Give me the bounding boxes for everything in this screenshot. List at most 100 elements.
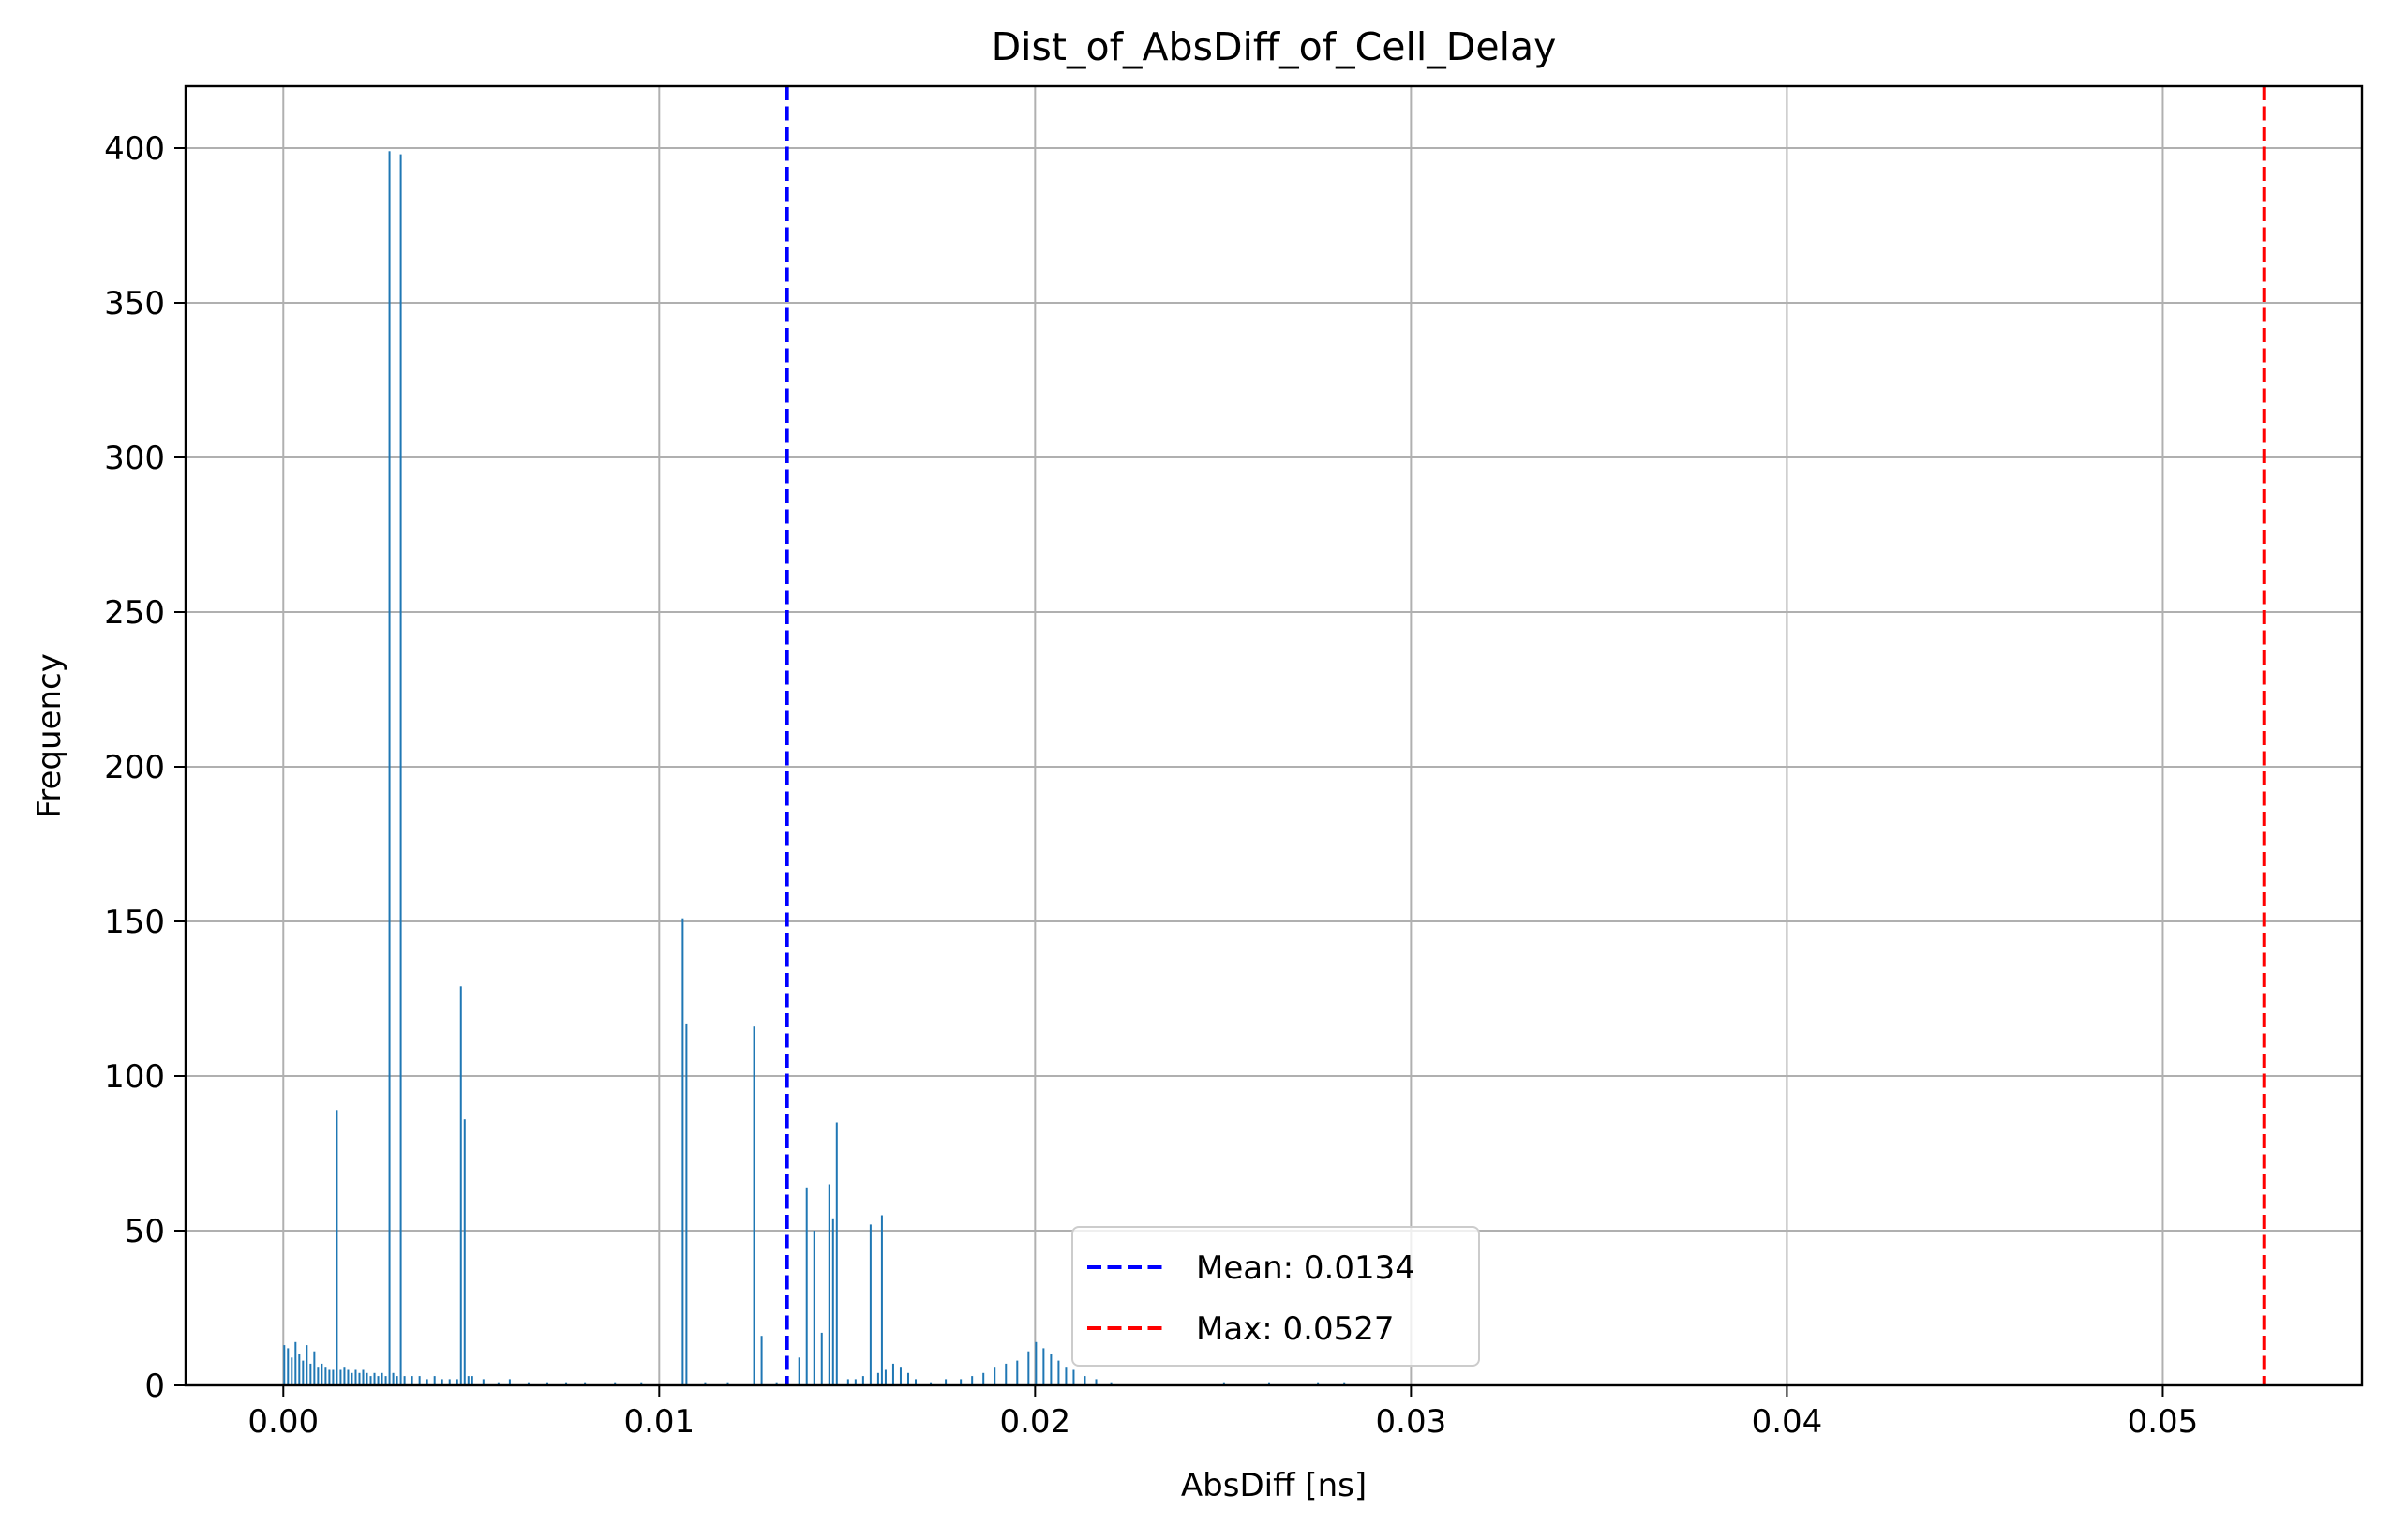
x-tick-label: 0.02 [999, 1403, 1070, 1441]
histogram-bar [384, 1376, 387, 1385]
x-tick-label: 0.04 [1752, 1403, 1823, 1441]
histogram-bar [411, 1376, 413, 1385]
histogram-bar [426, 1379, 428, 1385]
histogram-bar [994, 1367, 996, 1385]
histogram-bar [831, 1218, 834, 1385]
legend: Mean: 0.0134 Max: 0.0527 [1071, 1226, 1480, 1367]
histogram-bar [471, 1376, 473, 1385]
histogram-bar [1035, 1341, 1038, 1385]
y-tick-label: 250 [104, 594, 165, 632]
histogram-bar [681, 918, 684, 1385]
histogram-bar [835, 1122, 838, 1385]
histogram-bar [366, 1372, 368, 1385]
histogram-bar [482, 1379, 485, 1385]
histogram-bar [846, 1379, 849, 1385]
histogram-bar [351, 1372, 353, 1385]
y-axis-label: Frequency [31, 653, 68, 818]
axis-ticks: 0.00 0.01 0.02 0.03 0.04 0.05 0 50 100 150 200 250 3… [104, 130, 2198, 1441]
histogram-bar [614, 1382, 617, 1385]
histogram-bar [906, 1372, 909, 1385]
histogram-bar [332, 1369, 335, 1385]
histogram-bar [347, 1369, 350, 1385]
reference-lines [785, 86, 2266, 1385]
y-tick-label: 300 [104, 440, 165, 477]
legend-entry-label: Max: 0.0527 [1196, 1310, 1395, 1348]
plot-area-frame [184, 84, 2364, 1387]
histogram-bar [1042, 1348, 1045, 1385]
histogram-bar [546, 1382, 548, 1385]
histogram-bar [463, 1119, 466, 1385]
histogram-bar [1065, 1367, 1068, 1385]
histogram-bar [891, 1363, 894, 1385]
histogram-bar [328, 1369, 331, 1385]
histogram-bar [1027, 1351, 1030, 1385]
histogram-bar [339, 1369, 342, 1385]
histogram-bar [820, 1332, 823, 1385]
histogram-bar [508, 1379, 511, 1385]
histogram-bar [298, 1354, 301, 1385]
histogram-bars [283, 151, 1346, 1386]
histogram-bar [861, 1376, 864, 1385]
chart-title: Dist_of_AbsDiff_of_Cell_Delay [992, 24, 1557, 69]
x-tick-label: 0.03 [1376, 1403, 1447, 1441]
histogram-bar [459, 986, 462, 1385]
histogram-bar [343, 1367, 346, 1385]
histogram-bar [760, 1336, 763, 1385]
histogram-bar [1095, 1379, 1098, 1385]
histogram-bar [302, 1360, 305, 1385]
histogram-bar [313, 1351, 316, 1385]
histogram-bar [392, 1372, 395, 1385]
y-tick-label: 150 [104, 904, 165, 941]
histogram-bar [294, 1341, 297, 1385]
histogram-bar [399, 154, 402, 1386]
histogram-bar [1317, 1382, 1320, 1385]
histogram-bar [291, 1357, 293, 1385]
legend-entry-label: Mean: 0.0134 [1196, 1249, 1415, 1287]
histogram-bar [960, 1379, 963, 1385]
x-tick-label: 0.00 [247, 1403, 319, 1441]
histogram-bar [306, 1345, 308, 1385]
histogram-bar [448, 1379, 451, 1385]
histogram-bar [726, 1382, 729, 1385]
histogram-bar [1016, 1360, 1019, 1385]
histogram-bar [565, 1382, 568, 1385]
histogram-bar [527, 1382, 530, 1385]
histogram-bar [798, 1357, 800, 1385]
histogram-bar [685, 1023, 688, 1385]
histogram-bar [362, 1369, 365, 1385]
histogram-bar [283, 1345, 286, 1385]
histogram-bar [467, 1376, 470, 1385]
histogram-bar [456, 1379, 458, 1385]
histogram-bar [309, 1363, 312, 1385]
histogram-bar [418, 1376, 421, 1385]
histogram-bar [805, 1187, 808, 1385]
y-tick-label: 400 [104, 130, 165, 168]
histogram-bar [336, 1110, 338, 1385]
histogram-bar [880, 1215, 883, 1385]
histogram-bar [317, 1367, 320, 1385]
histogram-bar [441, 1379, 443, 1385]
histogram-bar [433, 1376, 436, 1385]
histogram-bar [324, 1367, 327, 1385]
histogram-bar [1343, 1382, 1346, 1385]
histogram-bar [369, 1376, 372, 1385]
histogram-bar [1084, 1376, 1086, 1385]
histogram-bar [884, 1369, 887, 1385]
histogram-bar [1267, 1382, 1270, 1385]
x-tick-label: 0.05 [2128, 1403, 2199, 1441]
histogram-bar [287, 1348, 290, 1385]
histogram-bar [982, 1372, 985, 1385]
y-tick-label: 50 [125, 1213, 165, 1250]
histogram-bar [775, 1382, 778, 1385]
histogram-bar [321, 1363, 323, 1385]
histogram-bar [1222, 1382, 1225, 1385]
histogram-bar [828, 1184, 830, 1385]
histogram-bar [813, 1231, 815, 1385]
histogram-bar [403, 1376, 406, 1385]
y-tick-label: 0 [144, 1368, 165, 1405]
histogram-bar [396, 1376, 398, 1385]
histogram-bar [497, 1382, 500, 1385]
histogram-bar [377, 1376, 380, 1385]
